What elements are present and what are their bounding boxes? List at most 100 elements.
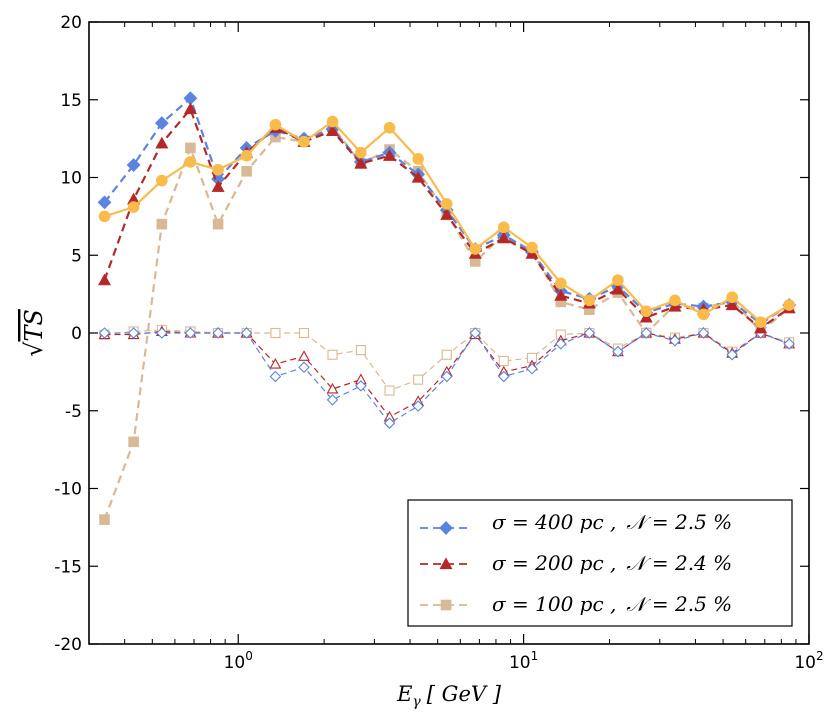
series-6-point bbox=[355, 345, 366, 356]
series-3-point bbox=[697, 308, 710, 321]
series-4-point bbox=[298, 361, 310, 373]
series-4-point bbox=[469, 327, 482, 339]
series-6-point bbox=[270, 327, 281, 339]
series-2-point bbox=[99, 514, 110, 525]
series-4-point bbox=[383, 417, 396, 429]
y-tick-label: 5 bbox=[71, 246, 82, 266]
x-tick-label-exponent: 0 bbox=[245, 649, 253, 663]
series-3-point bbox=[583, 294, 596, 307]
series-3-point bbox=[212, 163, 224, 176]
series-1-point bbox=[411, 170, 425, 183]
series-3-point bbox=[298, 135, 310, 148]
series-4-point bbox=[441, 370, 453, 383]
legend-box bbox=[407, 499, 793, 627]
x-axis-title-unit: [ GeV ] bbox=[427, 682, 502, 706]
series-3-point bbox=[326, 115, 339, 128]
legend: σ = 400 pc , 𝒩 = 2.5 % σ = 200 pc , 𝒩 = 2.… bbox=[407, 499, 793, 627]
y-axis-title: √TS bbox=[20, 309, 48, 357]
series-3-point bbox=[555, 277, 567, 290]
x-axis-title-main: E bbox=[396, 682, 412, 706]
series-4-point bbox=[497, 370, 510, 383]
series-3-point bbox=[184, 156, 197, 168]
x-tick-label-exponent: 2 bbox=[816, 649, 824, 663]
series-5-point bbox=[269, 357, 282, 369]
y-tick-label: 20 bbox=[60, 13, 82, 33]
series-6-point bbox=[498, 355, 509, 367]
series-3-point bbox=[355, 146, 367, 159]
series-3-point bbox=[383, 121, 396, 134]
x-tick-label-base: 10 bbox=[794, 653, 816, 673]
legend-label-400pc-sigma: σ = 400 pc , bbox=[492, 510, 616, 534]
series-3-point bbox=[669, 294, 681, 307]
series-1-point bbox=[155, 136, 169, 149]
series-4-point bbox=[640, 327, 653, 339]
series-1-point bbox=[211, 180, 225, 192]
series-1-point bbox=[497, 231, 511, 244]
series-3-point bbox=[156, 174, 168, 187]
series-4-point bbox=[669, 334, 681, 347]
series-2-point bbox=[185, 142, 196, 154]
legend-label-400pc: σ = 400 pc , 𝒩 = 2.5 % bbox=[492, 510, 732, 534]
series-6-point bbox=[384, 385, 395, 396]
series-2 bbox=[99, 120, 795, 525]
series-1-point bbox=[725, 298, 739, 311]
series-3-point bbox=[754, 316, 767, 328]
series-2-line bbox=[103, 125, 790, 520]
series-3-point bbox=[497, 221, 510, 234]
series-4-point bbox=[326, 394, 339, 406]
x-tick-label: 102 bbox=[794, 649, 823, 673]
series-layer bbox=[97, 91, 797, 525]
x-tick-label-base: 10 bbox=[509, 653, 531, 673]
series-3-point bbox=[526, 241, 538, 254]
series-0-point bbox=[154, 116, 169, 130]
series-1-point bbox=[98, 273, 112, 286]
series-3-point bbox=[240, 149, 253, 162]
series-4-point bbox=[212, 327, 224, 339]
series-3-point bbox=[412, 153, 424, 165]
y-axis-title-inner: TS bbox=[20, 309, 48, 341]
x-axis-title: Eγ [ GeV ] bbox=[396, 682, 502, 710]
y-tick-label: 10 bbox=[60, 169, 82, 189]
y-tick-label: -20 bbox=[54, 635, 82, 655]
series-4 bbox=[98, 327, 795, 429]
legend-label-200pc-n: 𝒩 = 2.4 % bbox=[626, 551, 732, 575]
series-5-point bbox=[298, 350, 310, 361]
x-tick-label: 101 bbox=[509, 649, 538, 673]
series-3-point bbox=[440, 198, 453, 210]
series-4-point bbox=[412, 400, 424, 412]
series-3 bbox=[98, 115, 795, 328]
series-1-point bbox=[383, 149, 397, 161]
series-4-point bbox=[269, 370, 282, 383]
series-4-point bbox=[612, 345, 624, 358]
x-axis-title-subscript: γ bbox=[412, 694, 421, 710]
series-1-point bbox=[440, 208, 454, 220]
legend-label-400pc-n: 𝒩 = 2.5 % bbox=[626, 510, 732, 534]
y-tick-label: -15 bbox=[54, 557, 82, 577]
series-4-point bbox=[783, 338, 795, 350]
series-3-point bbox=[612, 274, 624, 286]
series-4-point bbox=[555, 338, 567, 350]
y-tick-label: 15 bbox=[60, 91, 82, 111]
legend-keys bbox=[420, 521, 472, 611]
series-4-point bbox=[127, 327, 140, 339]
x-tick-label: 100 bbox=[224, 649, 253, 673]
y-tick-label: -10 bbox=[54, 480, 82, 500]
legend-label-100pc-n: 𝒩 = 2.5 % bbox=[626, 592, 732, 616]
legend-key-marker-0 bbox=[439, 521, 453, 535]
series-1-point bbox=[354, 156, 368, 169]
series-1-point bbox=[183, 102, 197, 115]
series-0-point bbox=[126, 158, 141, 172]
series-1 bbox=[98, 102, 796, 334]
series-6-point bbox=[441, 349, 452, 360]
series-2-point bbox=[212, 218, 224, 230]
series-3-point bbox=[98, 210, 111, 223]
series-4-point bbox=[583, 327, 596, 339]
legend-key-marker-2 bbox=[440, 599, 452, 611]
series-2-point bbox=[128, 436, 139, 448]
series-4-point bbox=[726, 348, 738, 361]
series-3-line bbox=[104, 120, 790, 324]
series-6-point bbox=[327, 349, 338, 360]
series-3-point bbox=[127, 201, 140, 213]
